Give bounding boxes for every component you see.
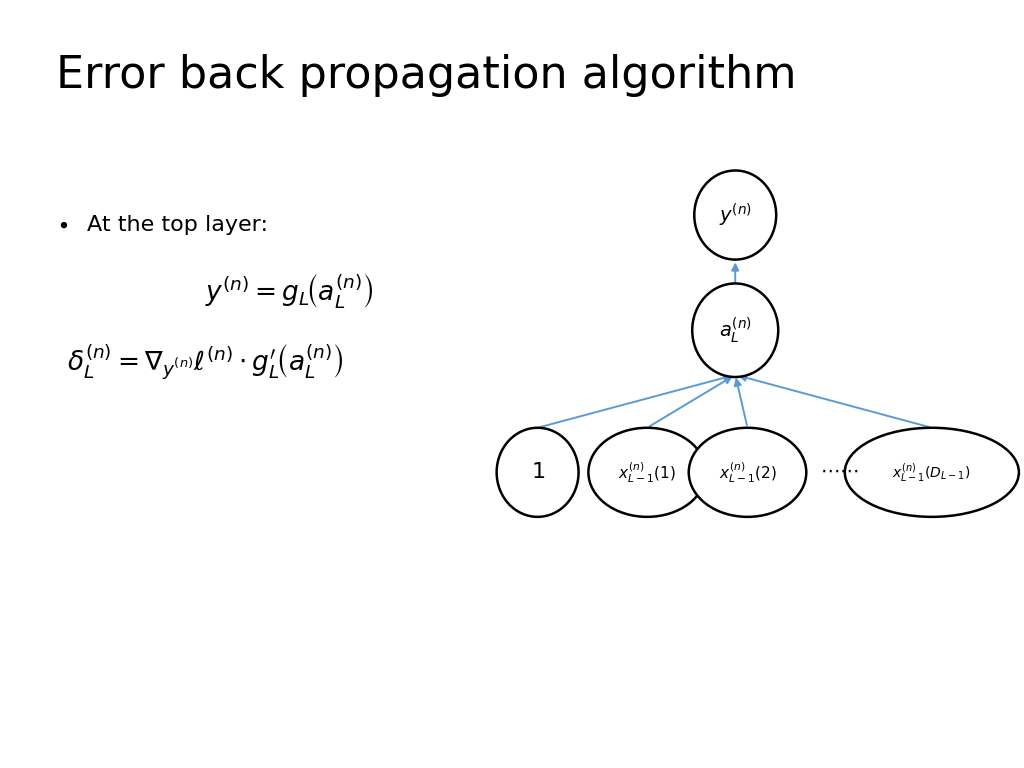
Ellipse shape	[845, 428, 1019, 517]
Text: At the top layer:: At the top layer:	[87, 215, 268, 235]
Text: $y^{(n)} = g_L\!\left(a_L^{(n)}\right)$: $y^{(n)} = g_L\!\left(a_L^{(n)}\right)$	[205, 273, 373, 311]
Ellipse shape	[694, 170, 776, 260]
Text: $x_{L-1}^{(n)}(1)$: $x_{L-1}^{(n)}(1)$	[618, 460, 676, 485]
Ellipse shape	[692, 283, 778, 377]
Text: $a_L^{(n)}$: $a_L^{(n)}$	[719, 316, 752, 345]
Text: $y^{(n)}$: $y^{(n)}$	[719, 201, 752, 229]
Text: $\bullet$: $\bullet$	[56, 215, 69, 235]
Text: $1$: $1$	[530, 462, 545, 482]
Text: $\cdots\cdots$: $\cdots\cdots$	[820, 461, 859, 479]
Ellipse shape	[497, 428, 579, 517]
Text: $x_{L-1}^{(n)}(2)$: $x_{L-1}^{(n)}(2)$	[719, 460, 776, 485]
Ellipse shape	[589, 428, 706, 517]
Text: $\delta_L^{(n)} = \nabla_{y^{(n)}}\ell^{(n)} \cdot g_L^\prime\!\left(a_L^{(n)}\r: $\delta_L^{(n)} = \nabla_{y^{(n)}}\ell^{…	[67, 342, 343, 381]
Ellipse shape	[689, 428, 806, 517]
Text: $x_{L-1}^{(n)}(D_{L-1})$: $x_{L-1}^{(n)}(D_{L-1})$	[893, 461, 971, 484]
Text: Error back propagation algorithm: Error back propagation algorithm	[56, 54, 797, 97]
